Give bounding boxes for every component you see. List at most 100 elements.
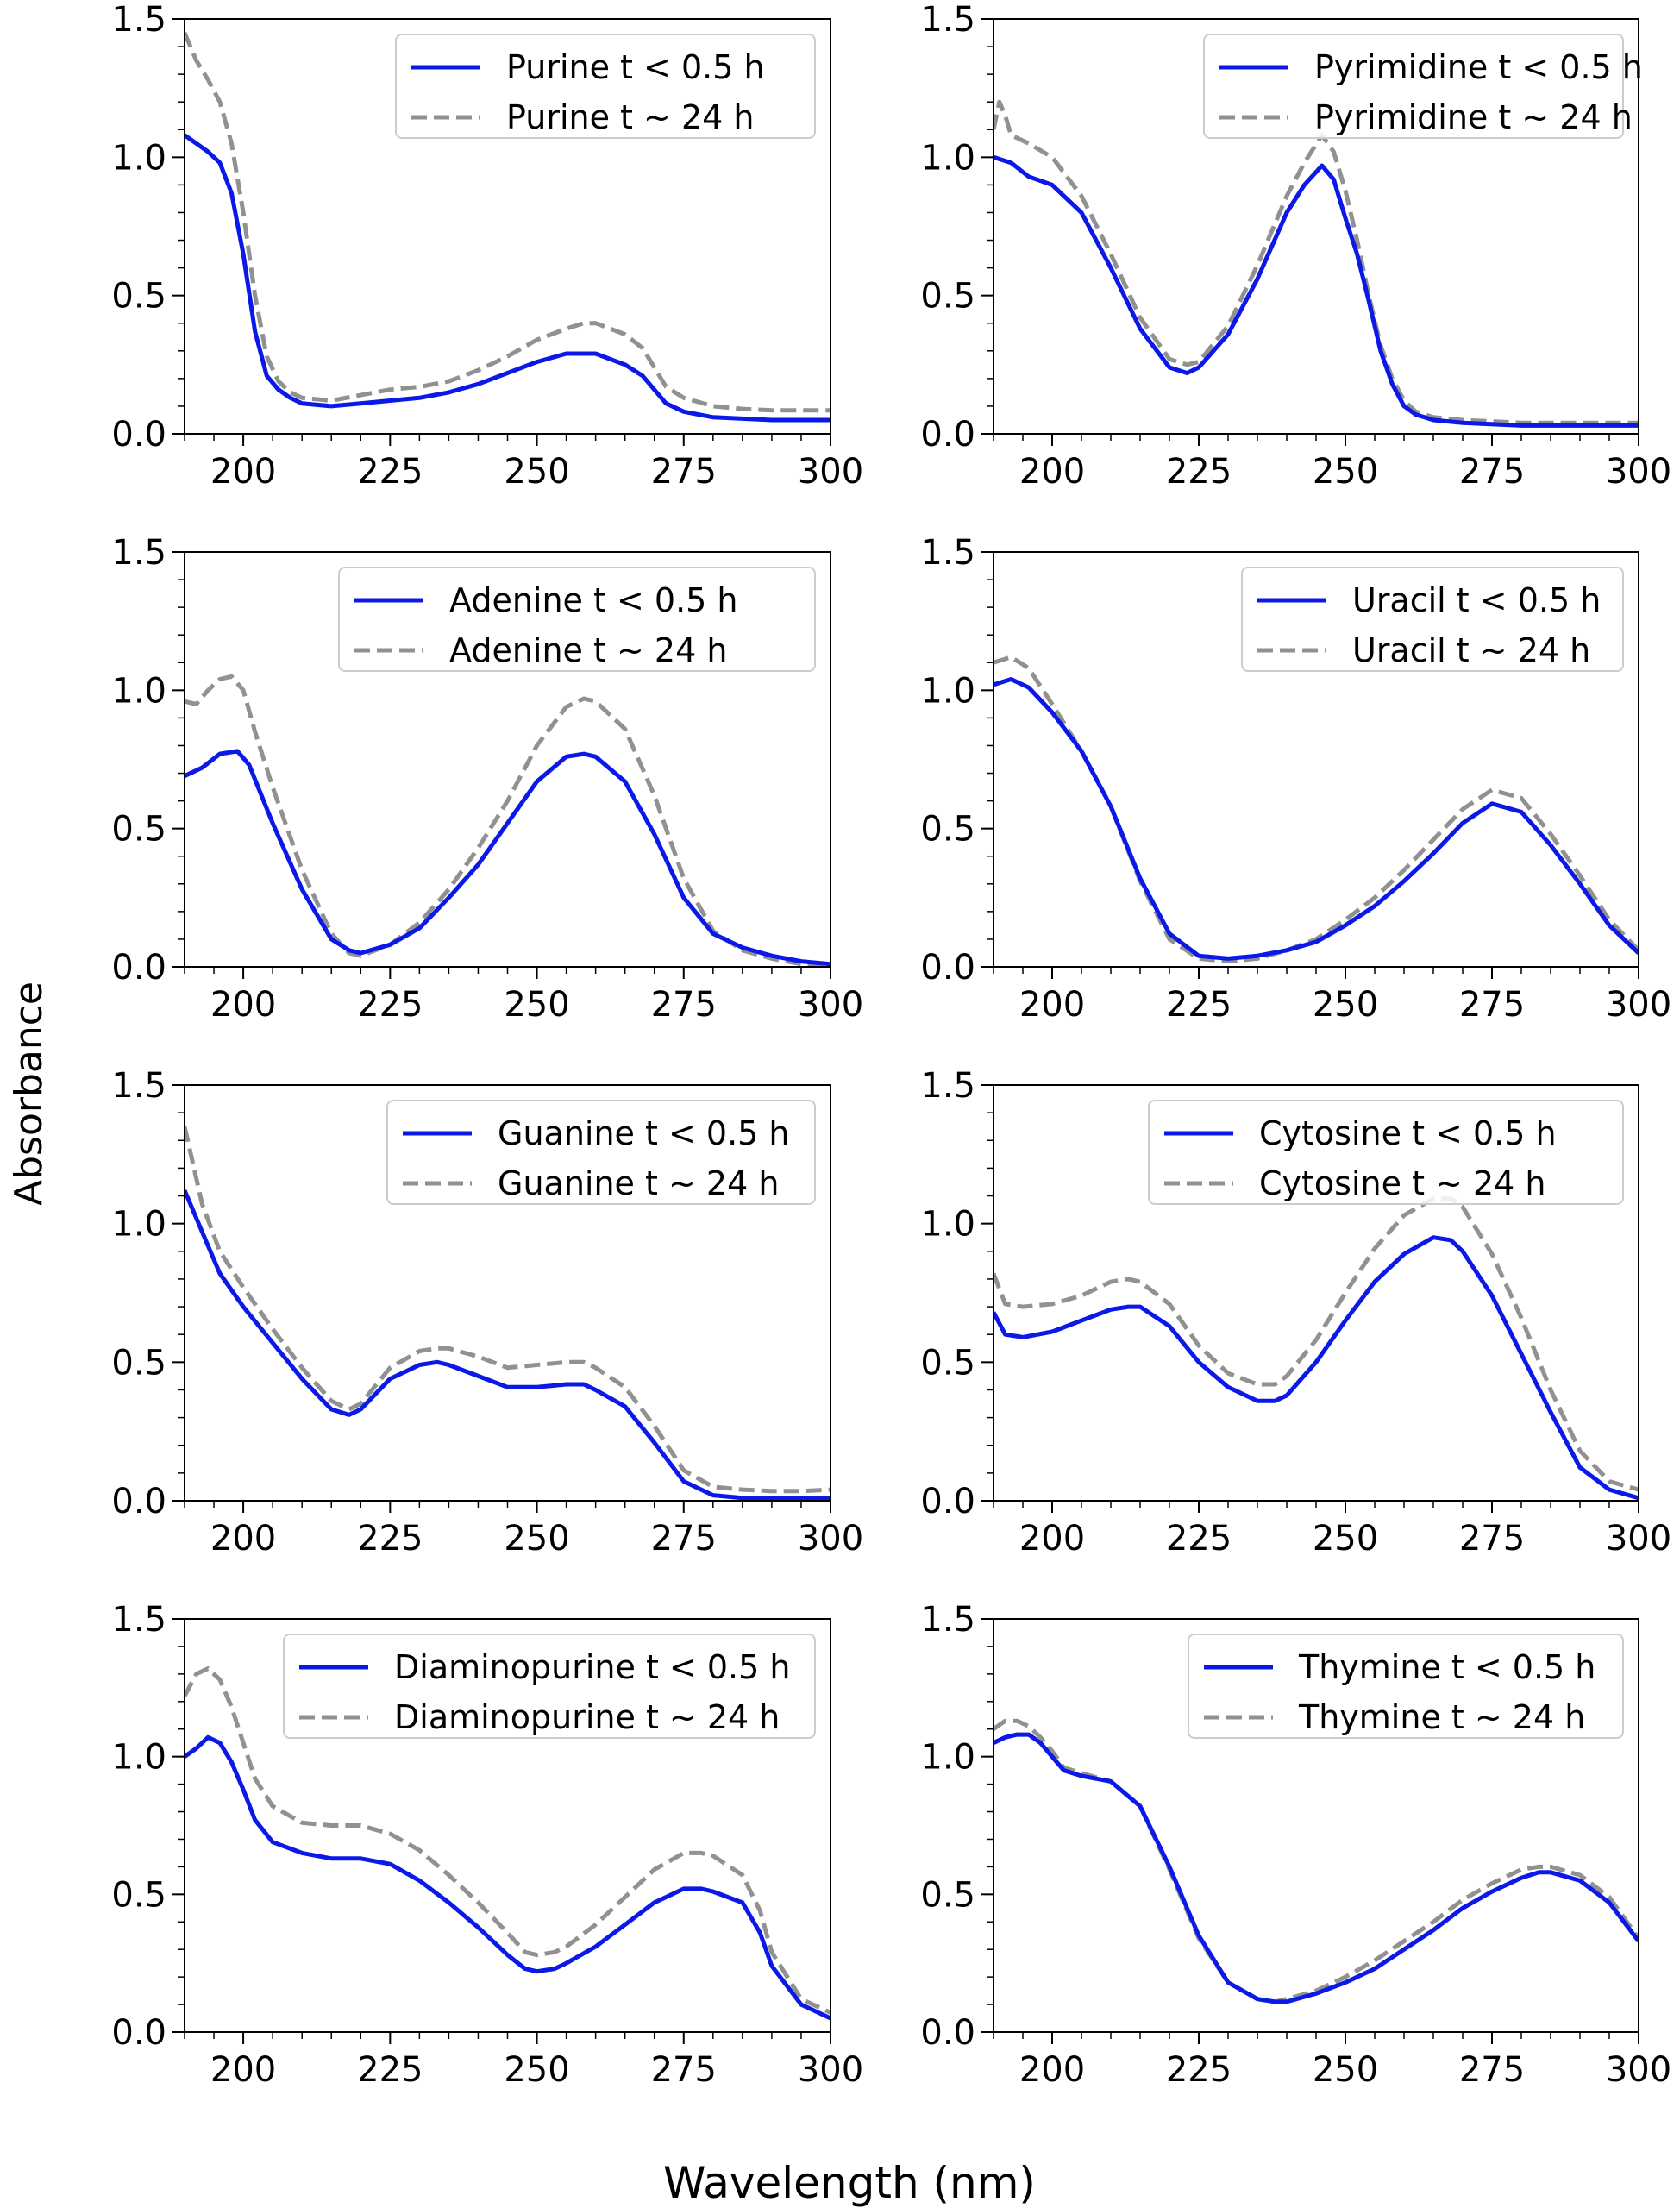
legend: Guanine t < 0.5 h Guanine t ~ 24 h bbox=[386, 1100, 816, 1205]
legend-label: Purine t < 0.5 h bbox=[506, 48, 765, 86]
x-tick-label: 275 bbox=[1459, 452, 1525, 492]
series-line-fresh bbox=[185, 1734, 831, 2021]
legend-box bbox=[395, 34, 816, 139]
series-line-aged bbox=[994, 1718, 1639, 2004]
x-tick-label: 225 bbox=[357, 985, 423, 1025]
legend: Cytosine t < 0.5 h Cytosine t ~ 24 h bbox=[1148, 1100, 1624, 1205]
series-line-aged bbox=[994, 1196, 1639, 1492]
y-tick-label: 0.5 bbox=[111, 1343, 166, 1383]
legend-label: Adenine t < 0.5 h bbox=[449, 581, 738, 619]
plot-frame bbox=[184, 1618, 831, 2033]
plot-frame bbox=[184, 551, 831, 968]
x-tick-label: 275 bbox=[651, 1519, 717, 1559]
y-tick-label: 1.5 bbox=[920, 1066, 975, 1106]
x-tick-label: 250 bbox=[1313, 985, 1378, 1025]
x-tick-label: 225 bbox=[1166, 1519, 1232, 1559]
x-tick-label: 300 bbox=[798, 452, 863, 492]
legend-box bbox=[1203, 34, 1624, 139]
legend-label: Diaminopurine t < 0.5 h bbox=[394, 1648, 790, 1686]
x-tick-label: 250 bbox=[1313, 2050, 1378, 2090]
legend-box bbox=[386, 1100, 816, 1205]
series-line-fresh bbox=[994, 1235, 1639, 1501]
x-tick-label: 200 bbox=[1019, 2050, 1085, 2090]
subplot-panel: 200 225 250 275 300 0.0 0.5 1.0 1.5 Purine t < 0.… bbox=[111, 0, 863, 492]
x-tick-label: 200 bbox=[1019, 985, 1085, 1025]
legend-label: Cytosine t ~ 24 h bbox=[1259, 1164, 1545, 1202]
legend-label: Cytosine t < 0.5 h bbox=[1259, 1114, 1557, 1152]
y-tick-label: 1.0 bbox=[111, 1738, 166, 1778]
y-tick-label: 1.0 bbox=[111, 1205, 166, 1245]
y-tick-label: 0.5 bbox=[111, 810, 166, 850]
x-tick-label: 225 bbox=[357, 1519, 423, 1559]
legend-label: Thymine t ~ 24 h bbox=[1298, 1698, 1585, 1736]
y-tick-label: 0.0 bbox=[111, 2013, 166, 2053]
y-tick-label: 1.5 bbox=[111, 0, 166, 40]
legend-label: Guanine t ~ 24 h bbox=[498, 1164, 779, 1202]
plot-frame bbox=[184, 18, 831, 435]
subplot-panel: 200 225 250 275 300 0.0 0.5 1.0 1.5 Diaminopurine… bbox=[111, 1600, 863, 2090]
x-tick-label: 200 bbox=[1019, 1519, 1085, 1559]
series-line-aged bbox=[185, 1126, 831, 1494]
subplot-panel: 200 225 250 275 300 0.0 0.5 1.0 1.5 Cytosine t < … bbox=[920, 1066, 1671, 1559]
legend-label: Diaminopurine t ~ 24 h bbox=[394, 1698, 780, 1736]
subplot-panel: 200 225 250 275 300 0.0 0.5 1.0 1.5 Guanine t < 0… bbox=[111, 1066, 863, 1559]
y-tick-label: 1.5 bbox=[111, 1066, 166, 1106]
x-tick-label: 300 bbox=[798, 2050, 863, 2090]
y-tick-label: 1.0 bbox=[111, 138, 166, 178]
x-tick-label: 250 bbox=[504, 452, 569, 492]
x-tick-label: 225 bbox=[357, 2050, 423, 2090]
x-tick-label: 200 bbox=[210, 1519, 276, 1559]
series-line-fresh bbox=[185, 749, 831, 967]
subplot-panel: 200 225 250 275 300 0.0 0.5 1.0 1.5 Thymine t < 0… bbox=[920, 1600, 1671, 2090]
x-tick-label: 225 bbox=[357, 452, 423, 492]
x-tick-label: 225 bbox=[1166, 985, 1232, 1025]
y-tick-label: 1.0 bbox=[920, 671, 975, 711]
y-tick-label: 0.0 bbox=[920, 2013, 975, 2053]
plot-frame bbox=[993, 551, 1639, 968]
legend-box bbox=[1148, 1100, 1624, 1205]
y-tick-label: 0.5 bbox=[920, 1875, 975, 1915]
plot-frame bbox=[993, 1084, 1639, 1502]
x-tick-label: 250 bbox=[1313, 452, 1378, 492]
subplot-panel: 200 225 250 275 300 0.0 0.5 1.0 1.5 Pyrimidine t … bbox=[920, 0, 1671, 492]
y-tick-label: 1.0 bbox=[920, 1205, 975, 1245]
legend: Purine t < 0.5 h Purine t ~ 24 h bbox=[395, 34, 816, 139]
series-line-fresh bbox=[994, 1732, 1639, 2004]
legend: Pyrimidine t < 0.5 h Pyrimidine t ~ 24 h bbox=[1203, 34, 1643, 139]
x-tick-label: 300 bbox=[798, 985, 863, 1025]
y-tick-label: 0.0 bbox=[111, 1482, 166, 1521]
plot-frame bbox=[993, 1618, 1639, 2033]
x-tick-label: 300 bbox=[1606, 1519, 1671, 1559]
x-tick-label: 250 bbox=[504, 1519, 569, 1559]
series-line-fresh bbox=[185, 1189, 831, 1501]
x-axis-title: Wavelength (nm) bbox=[663, 2158, 1036, 2208]
x-tick-label: 200 bbox=[210, 985, 276, 1025]
x-tick-label: 300 bbox=[1606, 2050, 1671, 2090]
legend-box bbox=[1188, 1634, 1624, 1739]
y-tick-label: 0.5 bbox=[920, 810, 975, 850]
legend-label: Adenine t ~ 24 h bbox=[449, 631, 727, 669]
x-tick-label: 200 bbox=[1019, 452, 1085, 492]
y-tick-label: 1.5 bbox=[111, 533, 166, 573]
y-tick-label: 1.0 bbox=[920, 1738, 975, 1778]
series-line-aged bbox=[994, 655, 1639, 964]
x-tick-label: 250 bbox=[504, 2050, 569, 2090]
plot-frame bbox=[184, 1084, 831, 1502]
x-tick-label: 200 bbox=[210, 452, 276, 492]
y-tick-label: 0.5 bbox=[111, 1875, 166, 1915]
y-tick-label: 0.0 bbox=[111, 948, 166, 988]
subplot-panel: 200 225 250 275 300 0.0 0.5 1.0 1.5 Uracil t < 0.… bbox=[920, 533, 1671, 1025]
x-tick-label: 300 bbox=[1606, 985, 1671, 1025]
legend-label: Thymine t < 0.5 h bbox=[1298, 1648, 1595, 1686]
legend-label: Uracil t < 0.5 h bbox=[1352, 581, 1601, 619]
y-tick-label: 1.0 bbox=[920, 138, 975, 178]
x-tick-label: 225 bbox=[1166, 452, 1232, 492]
x-tick-label: 300 bbox=[798, 1519, 863, 1559]
y-tick-label: 0.0 bbox=[920, 415, 975, 455]
series-line-aged bbox=[185, 32, 831, 413]
legend-label: Guanine t < 0.5 h bbox=[498, 1114, 790, 1152]
x-tick-label: 250 bbox=[1313, 1519, 1378, 1559]
legend: Uracil t < 0.5 h Uracil t ~ 24 h bbox=[1241, 567, 1624, 672]
y-tick-label: 0.0 bbox=[920, 1482, 975, 1521]
